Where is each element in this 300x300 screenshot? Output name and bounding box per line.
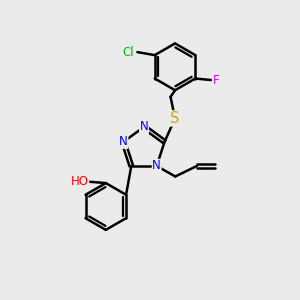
Text: N: N xyxy=(140,120,148,134)
Text: Cl: Cl xyxy=(123,46,134,59)
Text: HO: HO xyxy=(71,175,89,188)
Text: S: S xyxy=(170,111,180,126)
Text: F: F xyxy=(213,74,220,86)
Text: N: N xyxy=(152,160,161,172)
Text: N: N xyxy=(119,135,128,148)
